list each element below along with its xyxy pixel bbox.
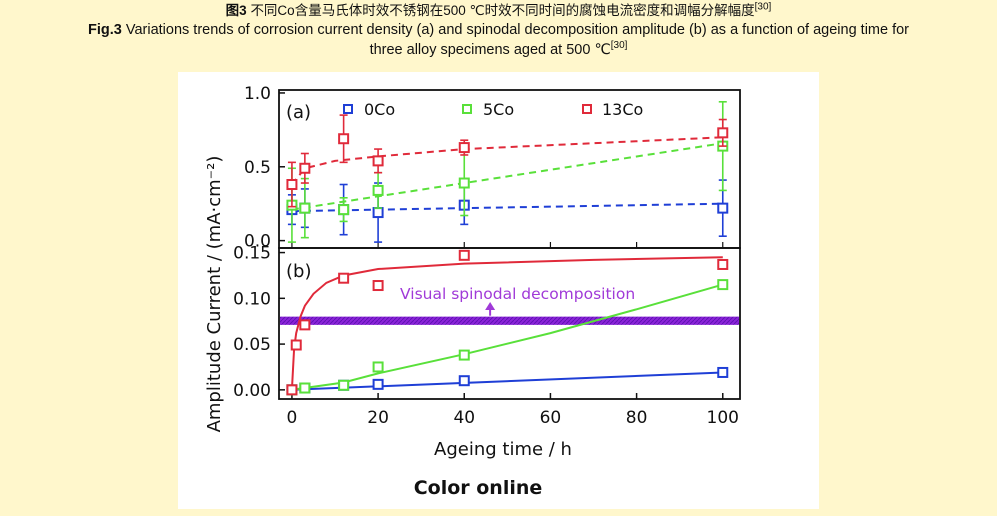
point-b-0Co-3 [372,378,384,390]
point-a-13Co-5 [717,127,729,139]
y-tick-label-b-0: 0.00 [233,381,271,401]
point-a-13Co-0 [286,179,298,191]
spinodal-band [280,316,739,325]
y-tick-label-b-1: 0.05 [233,335,271,355]
point-b-13Co-2 [299,319,311,331]
fit-line-a-13Co [291,136,723,186]
frame-panel-b [278,247,741,400]
point-a-0Co-5 [717,202,729,214]
legend-label-0Co: 0Co [364,100,395,119]
caption-english-line2: three alloy specimens aged at 500 ℃[30] [0,40,997,60]
legend-marker-0Co [343,104,353,114]
fit-line-b-13Co [290,256,723,390]
legend-marker-5Co [462,104,472,114]
caption-en-text-line2: three alloy specimens aged at 500 ℃ [369,42,611,58]
fit-line-a-5Co [291,142,723,211]
x-tick-label-1: 20 [367,408,389,428]
y-tick-label-b-3: 0.15 [233,244,271,264]
legend-label-5Co: 5Co [483,100,514,119]
point-b-13Co-3 [338,272,350,284]
point-a-13Co-2 [338,133,350,145]
x-tick-label-3: 60 [540,408,562,428]
point-b-13Co-4 [372,280,384,292]
point-a-5Co-4 [458,177,470,189]
figure-panel: (a) (b) 0Co 5Co 13Co Amplitude Current /… [178,72,819,509]
point-a-5Co-3 [372,184,384,196]
point-b-13Co-1 [290,339,302,351]
plot-area-a: 0.0 0.5 1.0 [244,84,729,252]
spinodal-annotation: Visual spinodal decomposition [400,285,635,303]
point-b-0Co-5 [717,366,729,378]
chart-svg: (a) (b) 0Co 5Co 13Co Amplitude Current /… [204,84,741,499]
y-axis-label: Amplitude Current / (mA·cm⁻²) [204,156,225,433]
x-tick-label-2: 40 [453,408,475,428]
color-online-note: Color online [414,477,543,499]
panel-b-label: (b) [286,261,311,282]
point-b-13Co-0 [286,384,298,396]
point-b-5Co-3 [372,361,384,373]
x-axis-label: Ageing time / h [434,439,572,460]
panel-a-label: (a) [286,102,311,123]
point-b-13Co-5 [458,249,470,261]
spinodal-arrow-head [485,301,496,310]
fit-line-a-0Co [291,202,723,213]
caption-cn-label: 图3 [225,3,247,18]
legend-label-13Co: 13Co [602,100,643,119]
y-tick-label-a-2: 1.0 [244,84,271,104]
caption-en-label: Fig.3 [87,22,122,38]
y-tick-label-b-2: 0.10 [233,289,271,309]
point-a-5Co-2 [338,204,350,216]
plot-area-b: 0.00 0.05 0.10 0.15 0 20 40 60 80 100 [233,244,739,428]
caption-cn-text: 不同Co含量马氏体时效不锈钢在500 ℃时效不同时间的腐蚀电流密度和调幅分解幅度 [250,3,755,18]
point-b-0Co-4 [458,375,470,387]
caption-chinese: 图3 不同Co含量马氏体时效不锈钢在500 ℃时效不同时间的腐蚀电流密度和调幅分… [0,2,997,20]
point-b-5Co-4 [458,349,470,361]
figure-caption: 图3 不同Co含量马氏体时效不锈钢在500 ℃时效不同时间的腐蚀电流密度和调幅分… [0,0,997,70]
caption-en-text-line1: Variations trends of corrosion current d… [125,22,910,38]
point-a-13Co-1 [299,162,311,174]
caption-en-ref: [30] [610,40,628,52]
point-a-13Co-3 [372,155,384,167]
legend-marker-13Co [582,104,592,114]
point-b-13Co-6 [717,258,729,270]
caption-english-line1: Fig.3 Variations trends of corrosion cur… [0,20,997,40]
point-a-13Co-4 [458,142,470,154]
x-tick-label-0: 0 [287,408,298,428]
point-a-5Co-1 [299,202,311,214]
point-b-5Co-2 [338,379,350,391]
y-tick-label-a-0: 0.0 [244,232,271,252]
x-tick-label-5: 100 [707,408,739,428]
fit-line-b-0Co [291,371,723,391]
point-b-5Co-5 [717,279,729,291]
x-tick-label-4: 80 [626,408,648,428]
point-a-0Co-3 [372,207,384,219]
caption-cn-ref: [30] [754,1,772,13]
point-b-5Co-1 [299,382,311,394]
y-tick-label-a-1: 0.5 [244,158,271,178]
legend: 0Co 5Co 13Co [343,100,643,119]
